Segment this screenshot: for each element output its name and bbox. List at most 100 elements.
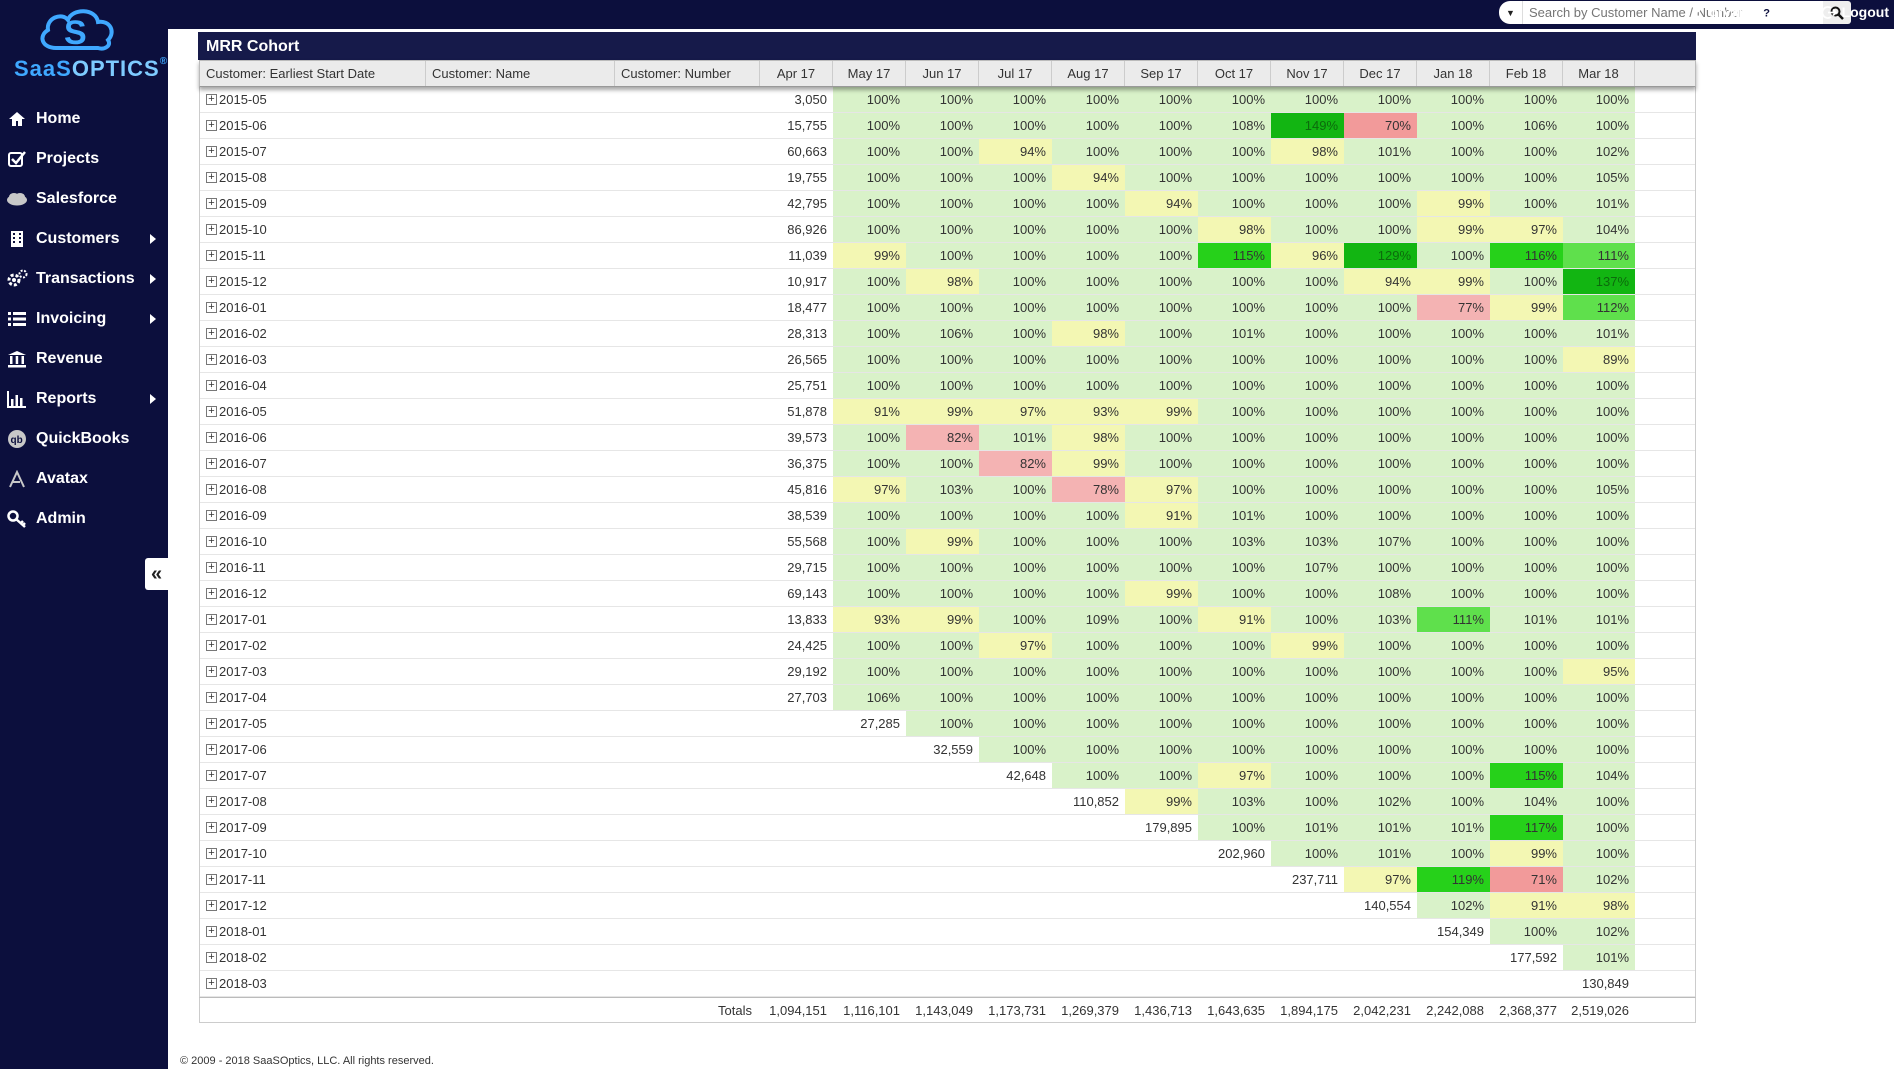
table-row[interactable]: +2017-03 29,192 100% 100% 100% 100% 100% 100% 10… <box>200 659 1695 685</box>
nav-transactions[interactable]: Transactions <box>0 259 168 299</box>
saasoptics-logo[interactable]: S SaaSOPTICS® <box>6 2 167 82</box>
nav-reports[interactable]: Reports <box>0 379 168 419</box>
expand-row-icon[interactable]: + <box>206 276 217 287</box>
table-row[interactable]: +2015-06 15,755 100% 100% 100% 100% 100% 108% 14… <box>200 113 1695 139</box>
collapse-sidebar-button[interactable]: « <box>145 558 168 590</box>
nav-revenue[interactable]: Revenue <box>0 339 168 379</box>
table-row[interactable]: +2017-04 27,703 106% 100% 100% 100% 100% 100% 10… <box>200 685 1695 711</box>
help-link[interactable]: ? Help <box>1759 4 1810 20</box>
table-row[interactable]: +2015-05 3,050 100% 100% 100% 100% 100% 100% 100… <box>200 87 1695 113</box>
expand-row-icon[interactable]: + <box>206 744 217 755</box>
header-month[interactable]: Mar 18 <box>1563 61 1635 86</box>
header-month[interactable]: Jul 17 <box>979 61 1052 86</box>
header-month[interactable]: Feb 18 <box>1490 61 1563 86</box>
table-row[interactable]: +2015-08 19,755 100% 100% 100% 94% 100% 100% 100… <box>200 165 1695 191</box>
expand-row-icon[interactable]: + <box>206 822 217 833</box>
expand-row-icon[interactable]: + <box>206 848 217 859</box>
nav-avatax[interactable]: Avatax <box>0 459 168 499</box>
expand-row-icon[interactable]: + <box>206 718 217 729</box>
table-row[interactable]: +2016-09 38,539 100% 100% 100% 100% 91% 101% 100… <box>200 503 1695 529</box>
expand-row-icon[interactable]: + <box>206 302 217 313</box>
header-month[interactable]: Apr 17 <box>760 61 833 86</box>
nav-customers[interactable]: Customers <box>0 219 168 259</box>
expand-row-icon[interactable]: + <box>206 796 217 807</box>
expand-row-icon[interactable]: + <box>206 588 217 599</box>
table-row[interactable]: +2017-09 179,895 100% 101% 101% 101% 117% 100% <box>200 815 1695 841</box>
table-row[interactable]: +2017-05 27,285 100% 100% 100% 100% 100% 100% 10… <box>200 711 1695 737</box>
expand-row-icon[interactable]: + <box>206 614 217 625</box>
logout-link[interactable]: Logout <box>1821 4 1889 20</box>
nav-projects[interactable]: Projects <box>0 139 168 179</box>
expand-row-icon[interactable]: + <box>206 692 217 703</box>
search-dropdown-toggle[interactable]: ▼ <box>1499 1 1523 24</box>
expand-row-icon[interactable]: + <box>206 536 217 547</box>
table-row[interactable]: +2015-11 11,039 99% 100% 100% 100% 100% 115% 96%… <box>200 243 1695 269</box>
header-month[interactable]: Aug 17 <box>1052 61 1125 86</box>
table-row[interactable]: +2016-02 28,313 100% 106% 100% 98% 100% 101% 100… <box>200 321 1695 347</box>
expand-row-icon[interactable]: + <box>206 120 217 131</box>
header-month[interactable]: Jan 18 <box>1417 61 1490 86</box>
user-menu[interactable]: dryan <box>1690 4 1747 20</box>
table-row[interactable]: +2017-12 140,554 102% 91% 98% <box>200 893 1695 919</box>
table-row[interactable]: +2017-11 237,711 97% 119% 71% 102% <box>200 867 1695 893</box>
table-row[interactable]: +2017-06 32,559 100% 100% 100% 100% 100% 100% 10… <box>200 737 1695 763</box>
table-row[interactable]: +2018-03 130,849 <box>200 971 1695 997</box>
expand-row-icon[interactable]: + <box>206 328 217 339</box>
table-row[interactable]: +2018-02 177,592 101% <box>200 945 1695 971</box>
expand-row-icon[interactable]: + <box>206 198 217 209</box>
expand-row-icon[interactable]: + <box>206 432 217 443</box>
table-row[interactable]: +2015-07 60,663 100% 100% 94% 100% 100% 100% 98%… <box>200 139 1695 165</box>
table-row[interactable]: +2016-03 26,565 100% 100% 100% 100% 100% 100% 10… <box>200 347 1695 373</box>
table-row[interactable]: +2016-01 18,477 100% 100% 100% 100% 100% 100% 10… <box>200 295 1695 321</box>
expand-row-icon[interactable]: + <box>206 484 217 495</box>
table-row[interactable]: +2016-11 29,715 100% 100% 100% 100% 100% 100% 10… <box>200 555 1695 581</box>
expand-row-icon[interactable]: + <box>206 510 217 521</box>
table-row[interactable]: +2015-09 42,795 100% 100% 100% 100% 94% 100% 100… <box>200 191 1695 217</box>
expand-row-icon[interactable]: + <box>206 380 217 391</box>
expand-row-icon[interactable]: + <box>206 562 217 573</box>
header-start-date[interactable]: Customer: Earliest Start Date <box>200 61 426 86</box>
header-month[interactable]: Oct 17 <box>1198 61 1271 86</box>
nav-home[interactable]: Home <box>0 99 168 139</box>
table-row[interactable]: +2016-05 51,878 91% 99% 97% 93% 99% 100% 100% 100… <box>200 399 1695 425</box>
nav-quickbooks[interactable]: qb QuickBooks <box>0 419 168 459</box>
table-row[interactable]: +2016-07 36,375 100% 100% 82% 99% 100% 100% 100%… <box>200 451 1695 477</box>
table-row[interactable]: +2015-10 86,926 100% 100% 100% 100% 100% 98% 100… <box>200 217 1695 243</box>
expand-row-icon[interactable]: + <box>206 458 217 469</box>
expand-row-icon[interactable]: + <box>206 640 217 651</box>
header-month[interactable]: Nov 17 <box>1271 61 1344 86</box>
expand-row-icon[interactable]: + <box>206 406 217 417</box>
table-row[interactable]: +2017-01 13,833 93% 99% 100% 109% 100% 91% 100% 1… <box>200 607 1695 633</box>
nav-salesforce[interactable]: Salesforce <box>0 179 168 219</box>
expand-row-icon[interactable]: + <box>206 172 217 183</box>
table-row[interactable]: +2016-04 25,751 100% 100% 100% 100% 100% 100% 10… <box>200 373 1695 399</box>
header-customer-name[interactable]: Customer: Name <box>426 61 615 86</box>
table-row[interactable]: +2016-06 39,573 100% 82% 101% 98% 100% 100% 100%… <box>200 425 1695 451</box>
header-month[interactable]: Jun 17 <box>906 61 979 86</box>
table-row[interactable]: +2016-10 55,568 100% 99% 100% 100% 100% 103% 103… <box>200 529 1695 555</box>
nav-invoicing[interactable]: Invoicing <box>0 299 168 339</box>
table-row[interactable]: +2015-12 10,917 100% 98% 100% 100% 100% 100% 100… <box>200 269 1695 295</box>
table-row[interactable]: +2017-10 202,960 100% 101% 100% 99% 100% <box>200 841 1695 867</box>
table-row[interactable]: +2017-07 42,648 100% 100% 97% 100% 100% 100% 115… <box>200 763 1695 789</box>
expand-row-icon[interactable]: + <box>206 146 217 157</box>
expand-row-icon[interactable]: + <box>206 900 217 911</box>
expand-row-icon[interactable]: + <box>206 926 217 937</box>
header-month[interactable]: May 17 <box>833 61 906 86</box>
search-input[interactable] <box>1523 1 1823 24</box>
expand-row-icon[interactable]: + <box>206 952 217 963</box>
expand-row-icon[interactable]: + <box>206 874 217 885</box>
expand-row-icon[interactable]: + <box>206 224 217 235</box>
expand-row-icon[interactable]: + <box>206 250 217 261</box>
header-month[interactable]: Dec 17 <box>1344 61 1417 86</box>
table-row[interactable]: +2017-02 24,425 100% 100% 97% 100% 100% 100% 99%… <box>200 633 1695 659</box>
expand-row-icon[interactable]: + <box>206 978 217 989</box>
header-customer-number[interactable]: Customer: Number <box>615 61 760 86</box>
expand-row-icon[interactable]: + <box>206 94 217 105</box>
header-month[interactable]: Sep 17 <box>1125 61 1198 86</box>
table-row[interactable]: +2017-08 110,852 99% 103% 100% 102% 100% 104% 10… <box>200 789 1695 815</box>
expand-row-icon[interactable]: + <box>206 666 217 677</box>
table-row[interactable]: +2018-01 154,349 100% 102% <box>200 919 1695 945</box>
expand-row-icon[interactable]: + <box>206 354 217 365</box>
expand-row-icon[interactable]: + <box>206 770 217 781</box>
